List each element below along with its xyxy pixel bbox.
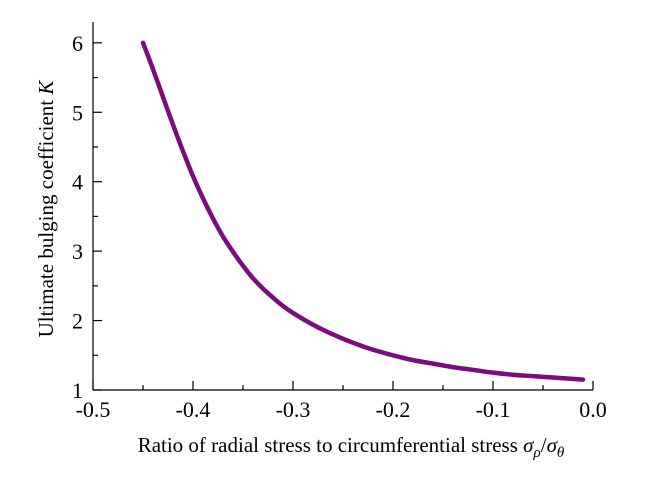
x-axis-slash: / xyxy=(541,433,547,457)
x-tick-label: 0.0 xyxy=(579,397,607,422)
x-tick-label: -0.2 xyxy=(376,397,411,422)
y-axis-title: Ultimate bulging coefficient K xyxy=(34,80,58,338)
y-tick-label: 2 xyxy=(72,309,83,334)
y-tick-label: 3 xyxy=(72,239,83,264)
x-axis-rho-subscript: ρ xyxy=(533,445,541,461)
x-axis-title-text: Ratio of radial stress to circumferentia… xyxy=(138,433,523,457)
x-axis-theta-subscript: θ xyxy=(557,445,565,461)
x-axis-sigma-theta: σ xyxy=(547,433,559,457)
x-axis-title: Ratio of radial stress to circumferentia… xyxy=(138,433,565,461)
x-tick-label: -0.4 xyxy=(176,397,211,422)
x-ticks: -0.5 -0.4 -0.3 -0.2 -0.1 0.0 xyxy=(76,381,607,422)
y-axis-title-text: Ultimate bulging coefficient xyxy=(34,95,58,338)
y-tick-label: 5 xyxy=(72,100,83,125)
y-tick-label: 6 xyxy=(72,31,83,56)
series-line xyxy=(140,40,586,382)
y-ticks: 1 2 3 4 5 6 xyxy=(72,31,102,403)
y-tick-label: 4 xyxy=(72,170,83,195)
y-tick-label: 1 xyxy=(72,378,83,403)
axes xyxy=(92,22,593,391)
x-tick-label: -0.3 xyxy=(276,397,311,422)
x-axis-sigma-rho: σ xyxy=(523,433,535,457)
x-tick-label: -0.5 xyxy=(76,397,111,422)
series-layer xyxy=(140,40,586,382)
x-tick-label: -0.1 xyxy=(476,397,511,422)
y-axis-variable: K xyxy=(34,80,58,96)
